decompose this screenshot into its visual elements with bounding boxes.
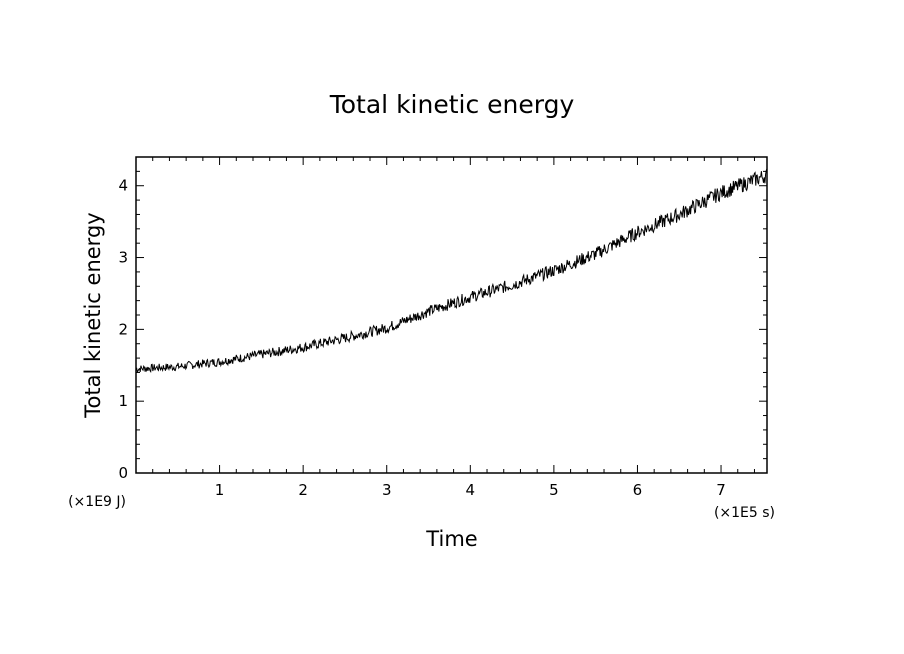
x-axis-unit: (×1E5 s) [714,505,775,521]
y-tick-label: 3 [118,249,128,267]
x-tick-label: 6 [633,481,643,499]
plot-frame [135,156,768,474]
y-tick-label: 0 [118,464,128,482]
y-tick-label: 4 [118,177,128,195]
y-axis-label: Total kinetic energy [81,212,105,418]
x-tick-label: 5 [549,481,559,499]
y-axis-unit: (×1E9 J) [68,494,126,510]
series-line-total-kinetic-energy [135,168,768,374]
chart-title: Total kinetic energy [329,90,575,119]
x-tick-label: 3 [382,481,392,499]
x-tick-labels: 1 2 3 4 5 6 7 [215,481,726,499]
minor-ticks [136,157,767,473]
x-tick-label: 4 [466,481,476,499]
y-tick-label: 1 [118,392,128,410]
major-ticks [136,157,767,473]
x-axis-label: Time [425,527,477,551]
y-tick-label: 2 [118,320,128,338]
x-tick-label: 2 [298,481,308,499]
y-tick-labels: 0 1 2 3 4 [118,177,128,482]
x-tick-label: 1 [215,481,225,499]
x-tick-label: 7 [716,481,726,499]
